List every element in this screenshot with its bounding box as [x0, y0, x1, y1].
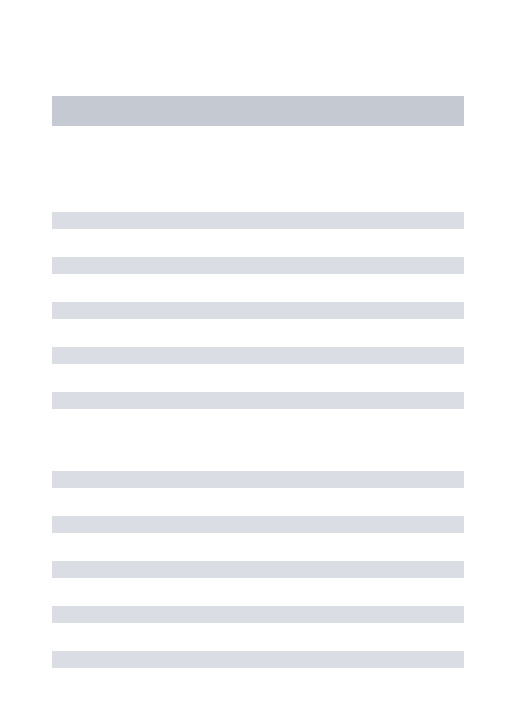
- skeleton-header-bar: [52, 96, 464, 126]
- skeleton-text-line: [52, 561, 464, 578]
- skeleton-text-line: [52, 516, 464, 533]
- skeleton-text-block-2: [52, 471, 464, 668]
- skeleton-text-line: [52, 392, 464, 409]
- skeleton-loader: [52, 96, 464, 668]
- skeleton-text-line: [52, 302, 464, 319]
- skeleton-text-line: [52, 212, 464, 229]
- skeleton-text-line: [52, 471, 464, 488]
- skeleton-text-line: [52, 257, 464, 274]
- skeleton-text-line: [52, 347, 464, 364]
- skeleton-text-block-1: [52, 212, 464, 409]
- skeleton-text-line: [52, 651, 464, 668]
- skeleton-text-line: [52, 606, 464, 623]
